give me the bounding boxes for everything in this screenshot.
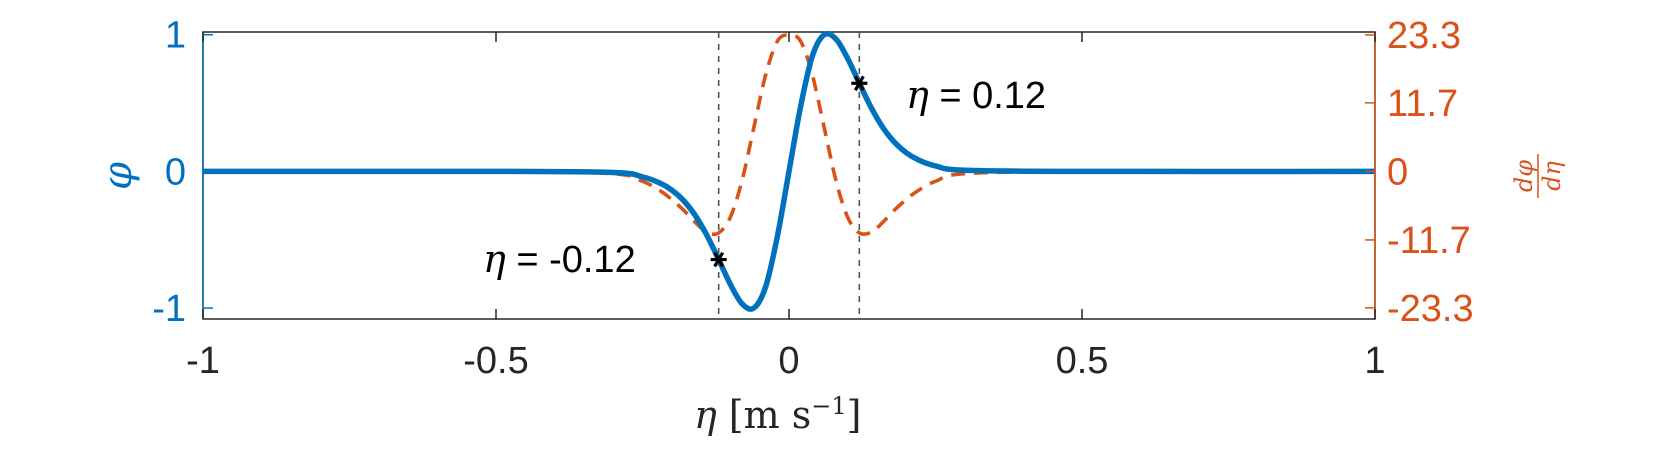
annotation-negative-text: = -0.12 [506,239,636,281]
right-y-axis-label-numerator: dφ [1510,160,1538,192]
data-marker-0 [710,251,727,268]
left-y-tick-label: 1 [165,15,186,57]
right-y-tick-label: 0 [1387,151,1408,193]
right-y-tick-label: 11.7 [1387,83,1458,125]
left-y-axis-label: φ [95,162,141,190]
right-y-tick-label: -23.3 [1387,288,1474,330]
right-y-tick-label: 23.3 [1387,15,1461,57]
x-tick-label: -1 [186,340,220,382]
x-axis-label-unit: m s [744,393,812,437]
annotation-positive-text: = 0.12 [929,75,1046,117]
left-y-axis-ticks: -1 0 1 [152,15,213,330]
marker-group [710,75,868,268]
annotation-negative-symbol: η [483,237,506,281]
x-axis-label-exponent: −1 [811,392,846,420]
x-tick-label: 0.5 [1056,340,1109,382]
x-axis-label-symbol: η [694,393,717,437]
right-y-axis-label-denominator: dη [1538,161,1566,191]
series-line-right [202,33,1376,237]
annotation-positive-symbol: η [906,73,929,117]
series-group [202,30,1376,312]
left-y-tick-label: 0 [165,151,186,193]
annotation-negative: η = -0.12 [483,237,636,281]
x-tick-label: -0.5 [463,340,528,382]
series-line-left [202,30,1376,312]
x-axis-ticks: -1 -0.5 0 0.5 1 [186,32,1386,382]
x-tick-label: 1 [1364,340,1385,382]
x-tick-label: 0 [778,340,799,382]
right-y-tick-label: -11.7 [1387,220,1471,262]
left-y-tick-label: -1 [152,288,186,330]
annotation-positive: η = 0.12 [906,73,1046,117]
right-y-axis-label: dφ dη [1510,154,1566,198]
axes-group [202,32,1376,319]
data-marker-1 [851,75,868,91]
right-y-axis-ticks: -23.3 -11.7 0 11.7 23.3 [1365,15,1474,330]
x-axis-label: η [m s−1] [694,392,861,437]
